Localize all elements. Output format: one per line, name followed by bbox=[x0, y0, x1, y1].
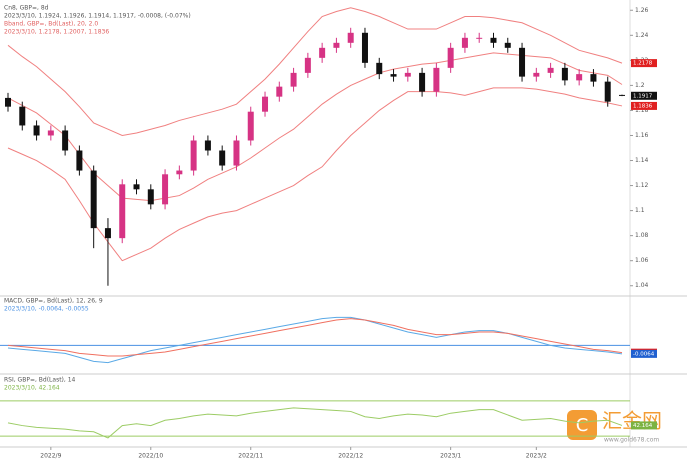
y-tick-label: 1.24 bbox=[635, 32, 649, 39]
price-badge-label: -0.0064 bbox=[633, 351, 655, 357]
candle-body bbox=[561, 67, 568, 81]
band-values: 2023/3/10, 1.2178, 1.2007, 1.1836 bbox=[4, 29, 109, 36]
band-legend: Bband, GBP=, Bd(Last), 20, 2.0 bbox=[4, 21, 98, 28]
y-tick-label: 1.08 bbox=[635, 232, 649, 239]
candle-body bbox=[5, 97, 11, 107]
candle-body bbox=[33, 125, 40, 136]
watermark-icon: C bbox=[576, 415, 589, 436]
candle-body bbox=[390, 74, 397, 77]
x-tick-label: 2022/9 bbox=[40, 453, 61, 460]
price-badge bbox=[631, 421, 657, 430]
series-line bbox=[7, 316, 623, 364]
candle-body bbox=[619, 94, 625, 96]
candle-body bbox=[504, 42, 511, 48]
watermark-url: www.gold678.com bbox=[604, 437, 659, 444]
y-tick-label: 1.06 bbox=[635, 257, 649, 264]
main-subtitle: 2023/3/10, 1.1924, 1.1926, 1.1914, 1.191… bbox=[4, 13, 191, 20]
candle-body bbox=[147, 189, 154, 205]
candle-body bbox=[62, 130, 69, 151]
candle-body bbox=[133, 184, 140, 190]
candle-body bbox=[276, 86, 283, 97]
candle-body bbox=[162, 174, 169, 205]
y-tick-label: 1.12 bbox=[635, 182, 649, 189]
candle-body bbox=[76, 150, 83, 171]
y-tick-label: 1.16 bbox=[635, 132, 649, 139]
candle-body bbox=[19, 106, 26, 126]
y-tick-label: 1.1 bbox=[635, 207, 645, 214]
candle-body bbox=[476, 37, 483, 39]
candle-body bbox=[533, 72, 540, 77]
candle-body bbox=[461, 37, 468, 48]
candle-body bbox=[490, 37, 497, 43]
watermark-logo bbox=[567, 410, 597, 440]
price-badge bbox=[631, 349, 657, 358]
x-tick-label: 2023/2 bbox=[526, 453, 547, 460]
price-badge bbox=[631, 101, 657, 110]
candle-body bbox=[247, 111, 254, 141]
x-tick-label: 2022/10 bbox=[138, 453, 163, 460]
x-tick-label: 2023/1 bbox=[440, 453, 461, 460]
y-tick-label: 1.2 bbox=[635, 82, 645, 89]
candle-body bbox=[204, 140, 211, 151]
candle-body bbox=[333, 42, 340, 48]
candle-body bbox=[347, 32, 354, 43]
price-badge-label: 42.164 bbox=[633, 423, 653, 429]
main-title: Cn8, GBP=, 8d bbox=[4, 5, 49, 12]
candle-body bbox=[547, 67, 554, 73]
rsi-title: RSI, GBP=, Bd(Last), 14 bbox=[4, 377, 76, 384]
price-badge-label: 1.2178 bbox=[633, 61, 653, 67]
candle-body bbox=[361, 32, 368, 63]
series-line bbox=[7, 7, 623, 136]
rsi-subtitle: 2023/3/10, 42.164 bbox=[4, 385, 60, 392]
candle-body bbox=[376, 62, 383, 75]
x-tick-label: 2022/12 bbox=[338, 453, 363, 460]
candle-body bbox=[233, 140, 240, 166]
y-tick-label: 1.04 bbox=[635, 282, 649, 289]
candle-body bbox=[190, 140, 197, 171]
price-badge bbox=[631, 91, 657, 100]
series-line bbox=[7, 318, 623, 357]
price-badge-label: 1.1917 bbox=[633, 93, 653, 99]
series-line bbox=[7, 407, 623, 439]
candle-body bbox=[319, 47, 326, 58]
candle-body bbox=[290, 72, 297, 87]
series-line bbox=[7, 87, 623, 262]
x-tick-label: 2022/11 bbox=[238, 453, 263, 460]
candle-body bbox=[519, 47, 526, 77]
candle-body bbox=[47, 130, 54, 136]
y-tick-label: 1.14 bbox=[635, 157, 649, 164]
y-tick-label: 1.26 bbox=[635, 7, 649, 14]
candle-body bbox=[262, 96, 269, 112]
price-badge bbox=[631, 59, 657, 68]
candle-body bbox=[604, 81, 611, 102]
candle-body bbox=[119, 184, 126, 239]
candle-body bbox=[304, 57, 311, 73]
candle-body bbox=[447, 47, 454, 68]
candle-body bbox=[576, 74, 583, 81]
candle-body bbox=[433, 67, 440, 92]
candle-body bbox=[104, 228, 111, 239]
macd-title: MACD, GBP=, Bd(Last), 12, 26, 9 bbox=[4, 298, 103, 305]
candle-body bbox=[419, 72, 426, 92]
candle-body bbox=[176, 170, 183, 175]
candle-body bbox=[219, 150, 226, 166]
macd-subtitle: 2023/3/10, -0.0064, -0.0055 bbox=[4, 306, 89, 313]
price-badge-label: 1.1836 bbox=[633, 103, 653, 109]
candle-body bbox=[90, 170, 97, 229]
candle-body bbox=[404, 72, 411, 77]
candle-body bbox=[590, 74, 597, 82]
y-tick-label: 1.18 bbox=[635, 107, 649, 114]
